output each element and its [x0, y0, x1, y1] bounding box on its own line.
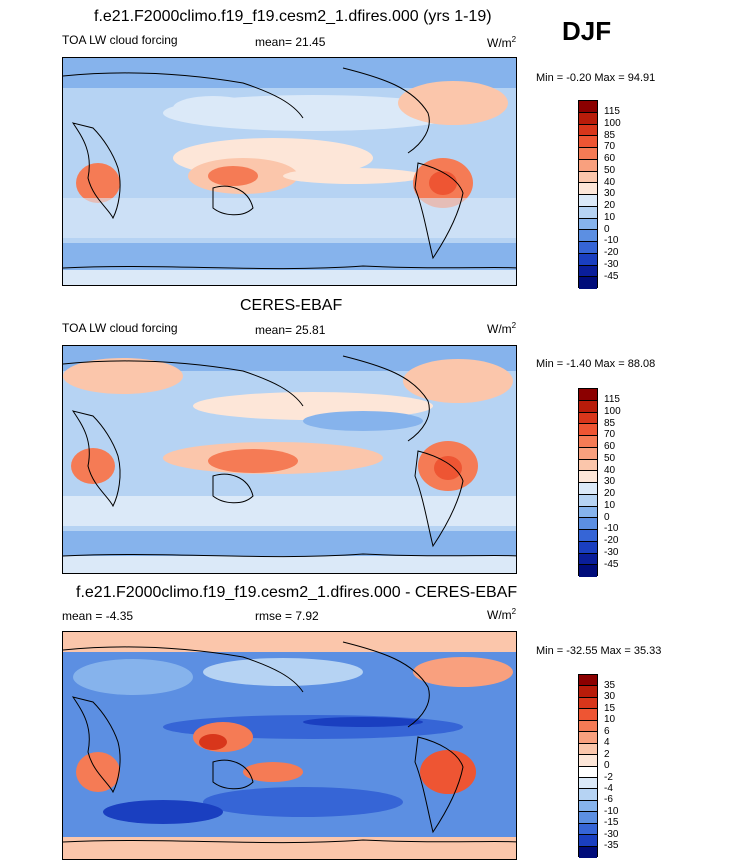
panel1-tick: 70: [604, 141, 616, 153]
panel2-tick: 60: [604, 441, 616, 452]
panel2-tick: -45: [604, 558, 619, 570]
panel2-mean: mean= 25.81: [255, 323, 326, 337]
panel3-tick: 4: [604, 737, 610, 749]
panel3-minmax: Min = -32.55 Max = 35.33: [536, 645, 662, 657]
panel2-map: [62, 345, 517, 574]
panel3-tick: -15: [604, 817, 619, 829]
panel1-tick: 40: [604, 176, 616, 188]
panel1-tick: -20: [604, 247, 619, 258]
panel2-tick: 85: [604, 417, 616, 429]
panel1-tick: 60: [604, 153, 616, 164]
panel3-map-field: [63, 632, 516, 859]
panel1-tick: 0: [604, 223, 610, 235]
panel1-tick: -30: [604, 258, 619, 270]
panel3-units: W/m2: [487, 607, 517, 622]
season-label: DJF: [562, 16, 612, 46]
panel2-tick: 40: [604, 464, 616, 476]
panel1-tick: 85: [604, 129, 616, 141]
panel3-tick: 2: [604, 748, 610, 760]
panel3-tick: -10: [604, 805, 619, 817]
panel2-tick: 100: [604, 405, 621, 417]
panel2-map-field: [63, 346, 516, 573]
panel2-tick: -10: [604, 523, 619, 535]
panel3-mean: mean = -4.35: [62, 609, 134, 623]
panel3-rmse: rmse = 7.92: [255, 609, 319, 623]
panel3-tick: 30: [604, 691, 616, 703]
panel3-tick: 6: [604, 725, 610, 737]
panel3-tick: 10: [604, 714, 616, 726]
panel2-minmax: Min = -1.40 Max = 88.08: [536, 358, 656, 370]
panel1-map: [62, 57, 517, 286]
panel1-tick: 10: [604, 211, 616, 223]
panel1-tick: 100: [604, 117, 621, 129]
panel2-tick: 70: [604, 429, 616, 441]
panel3-title: f.e21.F2000climo.f19_f19.cesm2_1.dfires.…: [76, 584, 518, 601]
panel1-mean: mean= 21.45: [255, 35, 326, 49]
panel3-tick: -35: [604, 840, 619, 852]
panel2-colorbar: [578, 388, 598, 577]
panel2-tick: 0: [604, 511, 610, 523]
panel1-units: W/m2: [487, 35, 517, 50]
panel1-tick: 50: [604, 164, 616, 176]
panel3-tick: -2: [604, 771, 613, 783]
panel1-tick: 20: [604, 200, 616, 211]
panel1-colorbar: [578, 100, 598, 289]
panel3-tick: 35: [604, 680, 616, 691]
panel3-tick: -4: [604, 782, 613, 794]
panel2-tick: 115: [604, 394, 620, 405]
panel2-tick: -20: [604, 535, 619, 546]
panel2-tick: 30: [604, 476, 616, 488]
panel2-tick: -30: [604, 546, 619, 558]
panel2-tick: 50: [604, 452, 616, 464]
panel3-map: [62, 631, 517, 860]
panel1-tick: -10: [604, 235, 619, 247]
panel1-minmax: Min = -0.20 Max = 94.91: [536, 72, 656, 84]
panel3-tick: -30: [604, 828, 619, 840]
panel3-tick: 15: [604, 702, 616, 714]
panel2-tick: 20: [604, 488, 616, 499]
panel3-tick: 0: [604, 760, 610, 772]
panel3-colorbar: [578, 674, 598, 858]
panel2-title: CERES-EBAF: [240, 297, 343, 314]
panel3-tick: -6: [604, 794, 613, 806]
panel1-tick: 115: [604, 106, 620, 117]
panel1-variable-label: TOA LW cloud forcing: [62, 33, 178, 47]
panel2-units: W/m2: [487, 321, 517, 336]
panel1-tick: 30: [604, 188, 616, 200]
panel1-map-field: [63, 58, 516, 285]
panel1-tick: -45: [604, 270, 619, 282]
panel2-variable-label: TOA LW cloud forcing: [62, 321, 178, 335]
panel1-title: f.e21.F2000climo.f19_f19.cesm2_1.dfires.…: [94, 8, 492, 25]
panel2-tick: 10: [604, 499, 616, 511]
